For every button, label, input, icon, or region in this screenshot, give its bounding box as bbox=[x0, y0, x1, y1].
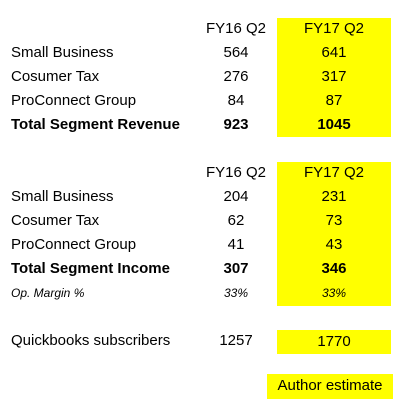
author-estimate-legend-swatch bbox=[267, 374, 393, 399]
fy17-value: 641 bbox=[321, 44, 347, 61]
subscribers-fy16-value: 1257 bbox=[219, 332, 253, 349]
fy16-value: 41 bbox=[227, 236, 245, 253]
revenue-col2-header: FY17 Q2 bbox=[303, 20, 365, 37]
row-label: Cosumer Tax bbox=[11, 68, 100, 85]
margin-fy17-value: 33% bbox=[321, 286, 347, 300]
revenue-fy17-highlight bbox=[277, 18, 391, 137]
total-fy17-value: 346 bbox=[321, 260, 347, 277]
author-estimate-legend-label: Author estimate bbox=[277, 377, 383, 394]
row-label: Cosumer Tax bbox=[11, 212, 100, 229]
total-fy16-value: 923 bbox=[223, 116, 249, 133]
income-col1-header: FY16 Q2 bbox=[205, 164, 267, 181]
total-label: Total Segment Revenue bbox=[11, 116, 180, 133]
margin-fy16-value: 33% bbox=[223, 286, 249, 300]
fy17-value: 73 bbox=[325, 212, 343, 229]
fy16-value: 204 bbox=[223, 188, 249, 205]
fy16-value: 276 bbox=[223, 68, 249, 85]
income-col2-header: FY17 Q2 bbox=[303, 164, 365, 181]
row-label: ProConnect Group bbox=[11, 92, 137, 109]
fy16-value: 62 bbox=[227, 212, 245, 229]
fy17-value: 317 bbox=[321, 68, 347, 85]
fy17-value: 231 bbox=[321, 188, 347, 205]
total-label: Total Segment Income bbox=[11, 260, 170, 277]
row-label: Small Business bbox=[11, 188, 114, 205]
total-fy16-value: 307 bbox=[223, 260, 249, 277]
fy17-value: 87 bbox=[325, 92, 343, 109]
subscribers-fy17-highlight bbox=[277, 330, 391, 354]
row-label: ProConnect Group bbox=[11, 236, 137, 253]
subscribers-label: Quickbooks subscribers bbox=[11, 332, 171, 349]
row-label: Small Business bbox=[11, 44, 114, 61]
fy16-value: 84 bbox=[227, 92, 245, 109]
fy17-value: 43 bbox=[325, 236, 343, 253]
total-fy17-value: 1045 bbox=[317, 116, 351, 133]
subscribers-fy17-value: 1770 bbox=[317, 333, 351, 350]
margin-label: Op. Margin % bbox=[11, 286, 85, 300]
fy16-value: 564 bbox=[223, 44, 249, 61]
revenue-col1-header: FY16 Q2 bbox=[205, 20, 267, 37]
income-fy17-highlight bbox=[277, 162, 391, 306]
